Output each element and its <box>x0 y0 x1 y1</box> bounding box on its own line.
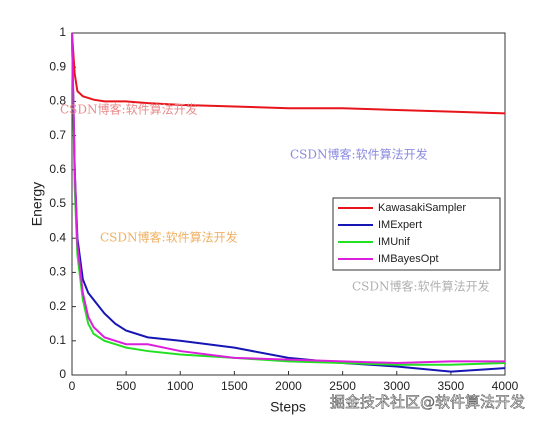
y-tick-label: 0.5 <box>49 196 66 210</box>
y-tick-label: 0.6 <box>49 162 66 176</box>
y-tick-label: 1 <box>59 25 66 39</box>
y-axis-label: Energy <box>29 182 45 226</box>
watermark: 掘金技术社区@软件算法开发 <box>330 393 525 411</box>
series-line <box>71 32 505 365</box>
legend-label: KawasakiSampler <box>378 202 466 214</box>
watermark: CSDN博客:软件算法开发 <box>100 230 238 245</box>
y-tick-label: 0.1 <box>49 333 66 347</box>
x-axis-label: Steps <box>270 399 306 415</box>
x-tick-label: 0 <box>69 379 76 393</box>
watermark: CSDN博客:软件算法开发 <box>352 279 490 294</box>
x-tick-label: 1000 <box>167 379 194 393</box>
x-tick-label: 3500 <box>438 379 465 393</box>
y-tick-label: 0.9 <box>49 59 66 73</box>
legend-label: IMExpert <box>378 219 422 231</box>
watermark: CSDN博客:软件算法开发 <box>60 102 198 117</box>
series-line <box>71 32 506 115</box>
y-tick-label: 0.4 <box>49 230 66 244</box>
legend-label: IMUnif <box>378 236 411 248</box>
x-tick-label: 1500 <box>221 379 248 393</box>
watermark: CSDN博客:软件算法开发 <box>290 147 428 162</box>
y-tick-label: 0 <box>59 367 66 381</box>
x-tick-label: 3000 <box>383 379 410 393</box>
x-tick-label: 2500 <box>329 379 356 393</box>
y-tick-label: 0.2 <box>49 299 66 313</box>
y-tick-label: 0.3 <box>49 265 66 279</box>
y-tick-label: 0.7 <box>49 128 66 142</box>
legend-label: IMBayesOpt <box>378 253 439 265</box>
y-tick-label: 0.8 <box>49 94 66 108</box>
x-tick-label: 4000 <box>492 379 519 393</box>
x-tick-label: 2000 <box>275 379 302 393</box>
x-tick-label: 500 <box>116 379 136 393</box>
